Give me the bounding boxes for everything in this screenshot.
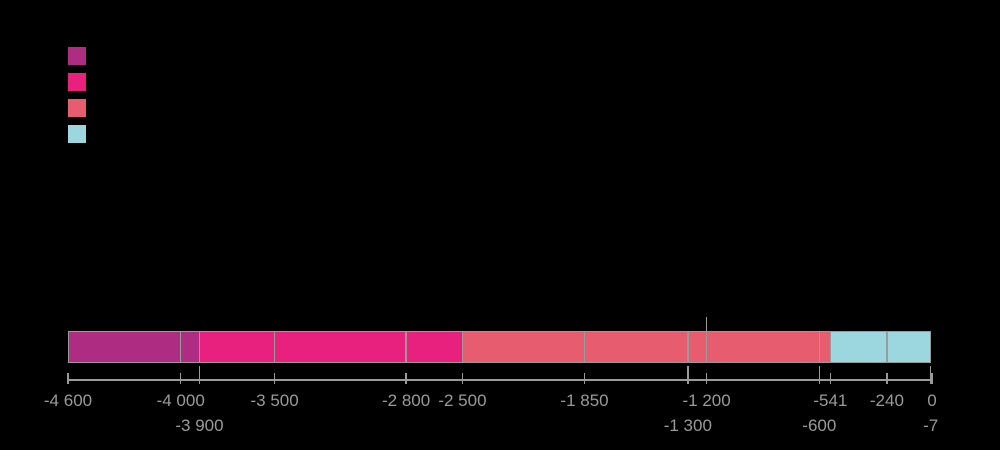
axis-label--4600: -4 600 bbox=[43, 391, 93, 410]
axis-tick--4000 bbox=[179, 373, 182, 384]
chart-legend bbox=[68, 47, 86, 151]
axis-tick--1850 bbox=[583, 373, 586, 384]
internal-divider-5 bbox=[687, 331, 689, 363]
axis-tick--541 bbox=[829, 373, 832, 384]
bar-segment-4[interactable] bbox=[830, 331, 931, 363]
segment-boundary-2 bbox=[461, 331, 464, 363]
internal-divider-1 bbox=[179, 331, 182, 363]
axis-label--1850: -1 850 bbox=[560, 391, 609, 410]
legend-swatch-3[interactable] bbox=[68, 99, 86, 117]
axis-tick--7 bbox=[929, 366, 932, 384]
internal-divider-6 bbox=[705, 331, 708, 363]
legend-swatch-4[interactable] bbox=[68, 125, 86, 143]
axis-label--2500: -2 500 bbox=[438, 391, 487, 410]
axis-label--1200: -1 200 bbox=[682, 391, 731, 410]
internal-divider-4 bbox=[583, 331, 586, 363]
internal-divider-7 bbox=[818, 331, 821, 363]
bar-segment-3[interactable] bbox=[462, 331, 831, 363]
axis-label--3500: -3 500 bbox=[250, 391, 299, 410]
axis-tick--2500 bbox=[461, 373, 464, 384]
legend-swatch-1[interactable] bbox=[68, 47, 86, 65]
segment-boundary-3 bbox=[829, 331, 832, 363]
axis-tick--1300 bbox=[687, 366, 689, 384]
axis-tick--240 bbox=[886, 373, 888, 384]
axis-label--2800: -2 800 bbox=[381, 391, 431, 410]
x-axis-line bbox=[68, 379, 932, 381]
axis-label--3900: -3 900 bbox=[175, 416, 224, 435]
axis-tick--1200 bbox=[705, 373, 708, 384]
axis-label--240: -240 bbox=[869, 391, 904, 410]
axis-tick--600 bbox=[818, 366, 821, 384]
internal-divider-8 bbox=[886, 331, 888, 363]
bar-segment-1[interactable] bbox=[68, 331, 200, 363]
axis-label-0: 0 bbox=[927, 391, 937, 410]
axis-tick-0 bbox=[931, 373, 933, 384]
axis-tick--3500 bbox=[273, 373, 276, 384]
above-bar-tick bbox=[705, 317, 708, 333]
bar-segment-2[interactable] bbox=[199, 331, 463, 363]
axis-label--600: -600 bbox=[802, 416, 837, 435]
axis-label--1300: -1 300 bbox=[663, 416, 712, 435]
segment-boundary-1 bbox=[198, 331, 201, 363]
internal-divider-2 bbox=[273, 331, 276, 363]
legend-swatch-2[interactable] bbox=[68, 73, 86, 91]
axis-label--7: -7 bbox=[923, 416, 939, 435]
axis-label--541: -541 bbox=[813, 391, 848, 410]
internal-divider-3 bbox=[405, 331, 407, 363]
axis-tick--4600 bbox=[67, 373, 69, 384]
axis-tick--2800 bbox=[405, 373, 407, 384]
axis-label--4000: -4 000 bbox=[156, 391, 205, 410]
axis-tick--3900 bbox=[198, 366, 201, 384]
